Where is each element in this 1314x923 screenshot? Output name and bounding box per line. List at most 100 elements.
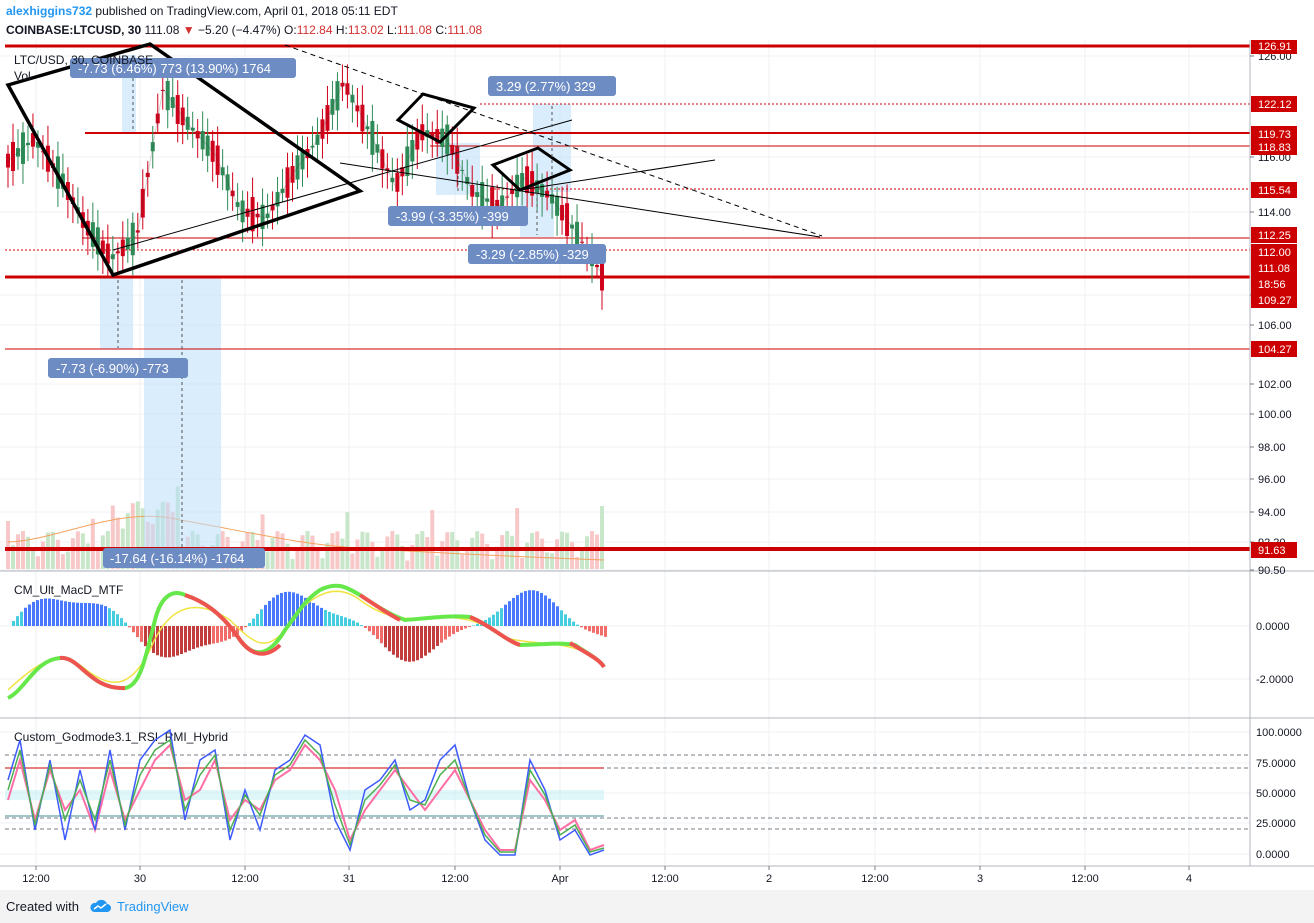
macd-histogram-bar [428,626,431,653]
macd-histogram-bar [316,605,319,626]
macd-histogram-bar [20,611,23,626]
macd-histogram-bar [404,626,407,662]
volume-bar [300,535,305,569]
macd-histogram-bar [576,624,579,626]
candle-body [35,142,40,148]
rmi-line [7,728,605,856]
tradingview-link[interactable]: TradingView [117,899,189,914]
candle-body [455,146,460,174]
macd-histogram-bar [500,608,503,626]
macd-histogram-bar [136,626,139,638]
macd-histogram-bar [384,626,387,648]
macd-histogram-bar [64,601,67,626]
macd-histogram-bar [252,618,255,626]
macd-histogram-bar [192,626,195,650]
volume-bar [540,538,545,569]
volume-bar [525,542,530,569]
candle-body [525,166,530,194]
volume-bar [310,535,315,569]
candle-body [350,94,355,103]
price-level-label: 112.25 [1258,230,1291,242]
macd-histogram-bar [548,598,551,626]
volume-bar [285,543,290,569]
candle-body [90,222,95,247]
price-axis[interactable]: 126.00116.00114.00108.00106.00102.00100.… [1250,51,1302,861]
macd-histogram-bar [264,604,267,626]
price-level-label: 112.00 [1258,247,1291,259]
macd-histogram-bar [76,602,79,626]
high-value: 113.02 [347,23,384,37]
candle-body [335,81,340,111]
macd-histogram-bar [276,594,279,626]
change-arrow-icon: ▼ [182,23,195,37]
volume-bar [295,547,300,569]
candle-body [570,224,575,229]
macd-histogram-bar [360,625,363,626]
candle-body [125,237,130,250]
price-level-tag [1251,139,1297,155]
volume-bar [530,533,535,569]
macd-histogram-bar [92,603,95,626]
macd-histogram-bar [12,620,15,626]
candle-body [600,257,604,291]
price-level-tag [1251,244,1297,260]
candle-body [345,83,350,95]
candle-body [430,132,435,139]
rsi-tick-label: 100.0000 [1256,727,1302,739]
price-level-label: 115.54 [1258,185,1291,197]
candle-body [550,194,555,204]
last-price: 111.08 [144,23,180,37]
y-tick-label: 94.00 [1258,507,1286,519]
macd-line-bearish [568,641,606,669]
candle-body [545,190,550,198]
macd-histogram-bar [332,613,335,626]
volume-bar [400,545,405,569]
candle-body [130,222,135,256]
macd-title: CM_Ult_MacD_MTF [14,583,123,597]
macd-histogram-bar [524,591,527,626]
volume-bar [370,541,375,569]
measurement-labels: -7.73 (6.46%) 773 (13.90%) 1764 3.29 (2.… [48,58,616,568]
candle-body [330,98,335,115]
x-tick-label: 3 [977,873,983,885]
price-chart[interactable]: -7.73 (6.46%) 773 (13.90%) 1764 3.29 (2.… [0,40,1314,890]
macd-histogram-bar [196,626,199,648]
price-level-tag [1251,292,1297,308]
tradingview-cloud-icon[interactable] [88,898,112,914]
macd-histogram-bar [528,590,531,626]
candle-body [360,104,365,132]
macd-histogram-bar [596,626,599,635]
macd-histogram-bar [48,598,51,626]
candle-body [320,119,325,139]
macd-histogram-bar [268,600,271,626]
ohlc-line: COINBASE:LTCUSD, 30 111.08 ▼ −5.20 (−4.4… [6,23,482,37]
candle-body [355,105,360,112]
candle-body [310,145,315,148]
candle-body [370,120,375,155]
macd-histogram-bar [84,602,87,626]
candle-body [115,251,120,254]
volume-label: Vol [14,69,31,83]
candle-body [210,140,215,162]
candle-body [495,199,500,212]
price-level-tag [1251,341,1297,357]
candle-body [160,89,165,91]
rsi-tick-label: 50.0000 [1256,788,1296,800]
macd-histogram-bar [456,626,459,632]
author-link[interactable]: alexhiggins732 [6,4,93,18]
price-level-label: 91.63 [1258,545,1286,557]
candle-body [200,131,205,150]
volume-bar [440,541,445,569]
macd-histogram-bar [272,597,275,626]
macd-histogram-bar [312,602,315,626]
volume-bar [85,543,90,569]
macd-line-bearish [184,593,282,656]
macd-histogram-bar [364,626,367,628]
macd-histogram-bar [116,614,119,626]
macd-histogram-bar [508,601,511,626]
candle-body [15,148,20,157]
candle-body [150,142,155,152]
macd-histogram-bar [424,626,427,656]
candle-body [165,81,170,111]
time-axis[interactable]: 12:00 30 12:00 31 12:00 Apr 12:00 2 12:00 3 12:00 4 [22,866,1192,885]
